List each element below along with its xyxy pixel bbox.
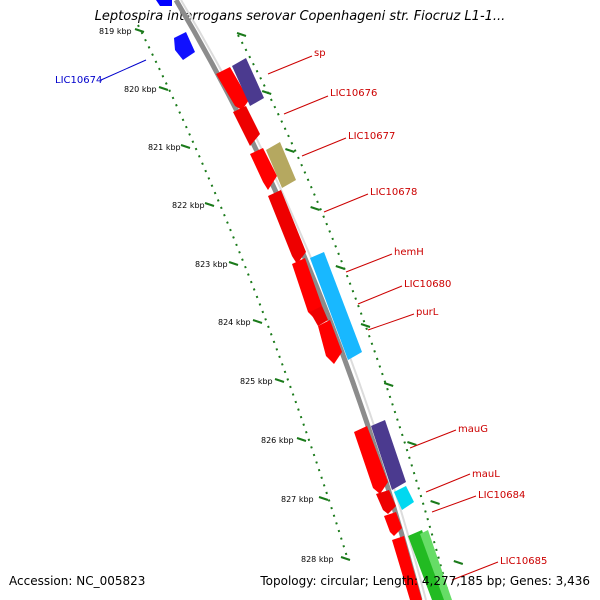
scale-ticks <box>134 28 464 565</box>
scale-tick <box>318 496 329 501</box>
gene-feature-lic10674-a[interactable] <box>156 0 172 6</box>
scale-tick-label: 827 kbp <box>281 495 314 504</box>
scale-tick <box>180 144 191 149</box>
scale-tick-inner <box>430 500 440 505</box>
gene-feature-lic10678[interactable] <box>268 190 306 264</box>
gene-feature-hemH[interactable] <box>292 258 322 318</box>
gene-feature-lic10684[interactable] <box>384 512 402 536</box>
scale-tick-label: 828 kbp <box>301 555 334 564</box>
gene-feature-lic10676[interactable] <box>233 106 260 146</box>
gene-feature-lic10674-b[interactable] <box>174 32 195 60</box>
scale-tick <box>252 319 263 324</box>
scale-tick-label: 825 kbp <box>240 377 273 386</box>
leader-lic10677 <box>301 137 347 157</box>
leader-lic10678 <box>323 193 369 213</box>
scale-tick-inner <box>383 382 394 387</box>
gene-labels: LIC10674 sp LIC10676 LIC10677 LIC10678 h… <box>55 48 547 567</box>
gene-label-lic10677[interactable]: LIC10677 <box>348 131 395 142</box>
scale-tick-inner <box>261 90 272 95</box>
scale-tick-inner <box>360 323 371 328</box>
scale-track-inner <box>237 34 451 600</box>
gene-feature-purL[interactable] <box>318 320 342 364</box>
scale-tick-inner <box>285 148 295 153</box>
scale-tick-inner <box>335 265 346 270</box>
scale-tick-inner <box>236 32 247 37</box>
gene-features-forward <box>216 67 422 600</box>
gene-label-lic10680[interactable]: LIC10680 <box>404 279 451 290</box>
scale-tick <box>204 202 215 207</box>
gene-label-lic10678[interactable]: LIC10678 <box>370 187 417 198</box>
scale-tick-label: 826 kbp <box>261 436 294 445</box>
scale-tick-inner <box>407 441 417 446</box>
scale-tick-label: 824 kbp <box>218 318 251 327</box>
gene-features-other <box>156 0 195 60</box>
gene-label-lic10684[interactable]: LIC10684 <box>478 490 525 501</box>
scale-tick <box>228 261 239 266</box>
feature-blocks <box>232 58 452 600</box>
scale-tick <box>274 378 285 383</box>
gene-label-mauL[interactable]: mauL <box>472 469 500 480</box>
scale-tick-label: 822 kbp <box>172 201 205 210</box>
scale-tick <box>134 28 145 33</box>
scale-tick-label: 820 kbp <box>124 85 157 94</box>
scale-tick-labels: 819 kbp 820 kbp 821 kbp 822 kbp 823 kbp 824 k… <box>99 27 334 564</box>
leader-hemH <box>345 253 393 273</box>
leader-sp <box>267 55 313 75</box>
leader-lic10684 <box>431 495 477 513</box>
gene-label-lic10674[interactable]: LIC10674 <box>55 75 102 86</box>
gene-label-mauG[interactable]: mauG <box>458 424 488 435</box>
scale-tick-label: 823 kbp <box>195 260 228 269</box>
feature-block-lic10677-olive[interactable] <box>266 142 296 188</box>
scale-tick <box>340 556 351 561</box>
accession-label: Accession: NC_005823 <box>9 574 146 588</box>
gene-feature-lic10685[interactable] <box>392 536 422 600</box>
feature-block-mauL-cyan[interactable] <box>394 486 414 510</box>
leader-purL <box>367 313 415 331</box>
gene-label-lic10676[interactable]: LIC10676 <box>330 88 377 99</box>
scale-tick <box>296 437 307 442</box>
scale-tick <box>158 86 169 91</box>
label-leader-lines <box>100 55 499 581</box>
map-title: Leptospira interrogans serovar Copenhage… <box>94 9 506 24</box>
feature-block-mauG-purple[interactable] <box>371 420 406 490</box>
feature-block-lic10685-green[interactable] <box>408 530 446 600</box>
gene-label-sp[interactable]: sp <box>314 48 326 59</box>
scale-tick-inner <box>453 560 464 565</box>
gene-feature-mauL[interactable] <box>376 490 396 514</box>
gene-feature-lic10677[interactable] <box>250 148 277 190</box>
gene-feature-sp[interactable] <box>216 67 249 110</box>
leader-lic10674 <box>100 59 147 81</box>
leader-lic10676 <box>283 95 329 115</box>
gene-feature-mauG[interactable] <box>354 426 388 494</box>
genome-summary-label: Topology: circular; Length: 4,277,185 bp… <box>260 574 590 588</box>
gene-feature-lic10680[interactable] <box>310 306 328 326</box>
leader-mauL <box>425 473 471 493</box>
feature-block-lic10685-green-light[interactable] <box>420 530 452 600</box>
scale-tick-label: 821 kbp <box>148 143 181 152</box>
feature-block-hemH-cyan[interactable] <box>310 252 362 360</box>
leader-lic10685 <box>451 561 499 581</box>
feature-block-sp-purple[interactable] <box>232 58 264 106</box>
gene-label-lic10685[interactable]: LIC10685 <box>500 556 547 567</box>
scale-tick-label: 819 kbp <box>99 27 132 36</box>
scale-tick-inner <box>310 206 320 211</box>
scale-track-outer <box>137 24 349 561</box>
leader-mauG <box>409 429 457 449</box>
gene-label-purL[interactable]: purL <box>416 307 439 318</box>
leader-lic10680 <box>357 285 403 305</box>
gene-label-hemH[interactable]: hemH <box>394 247 424 258</box>
